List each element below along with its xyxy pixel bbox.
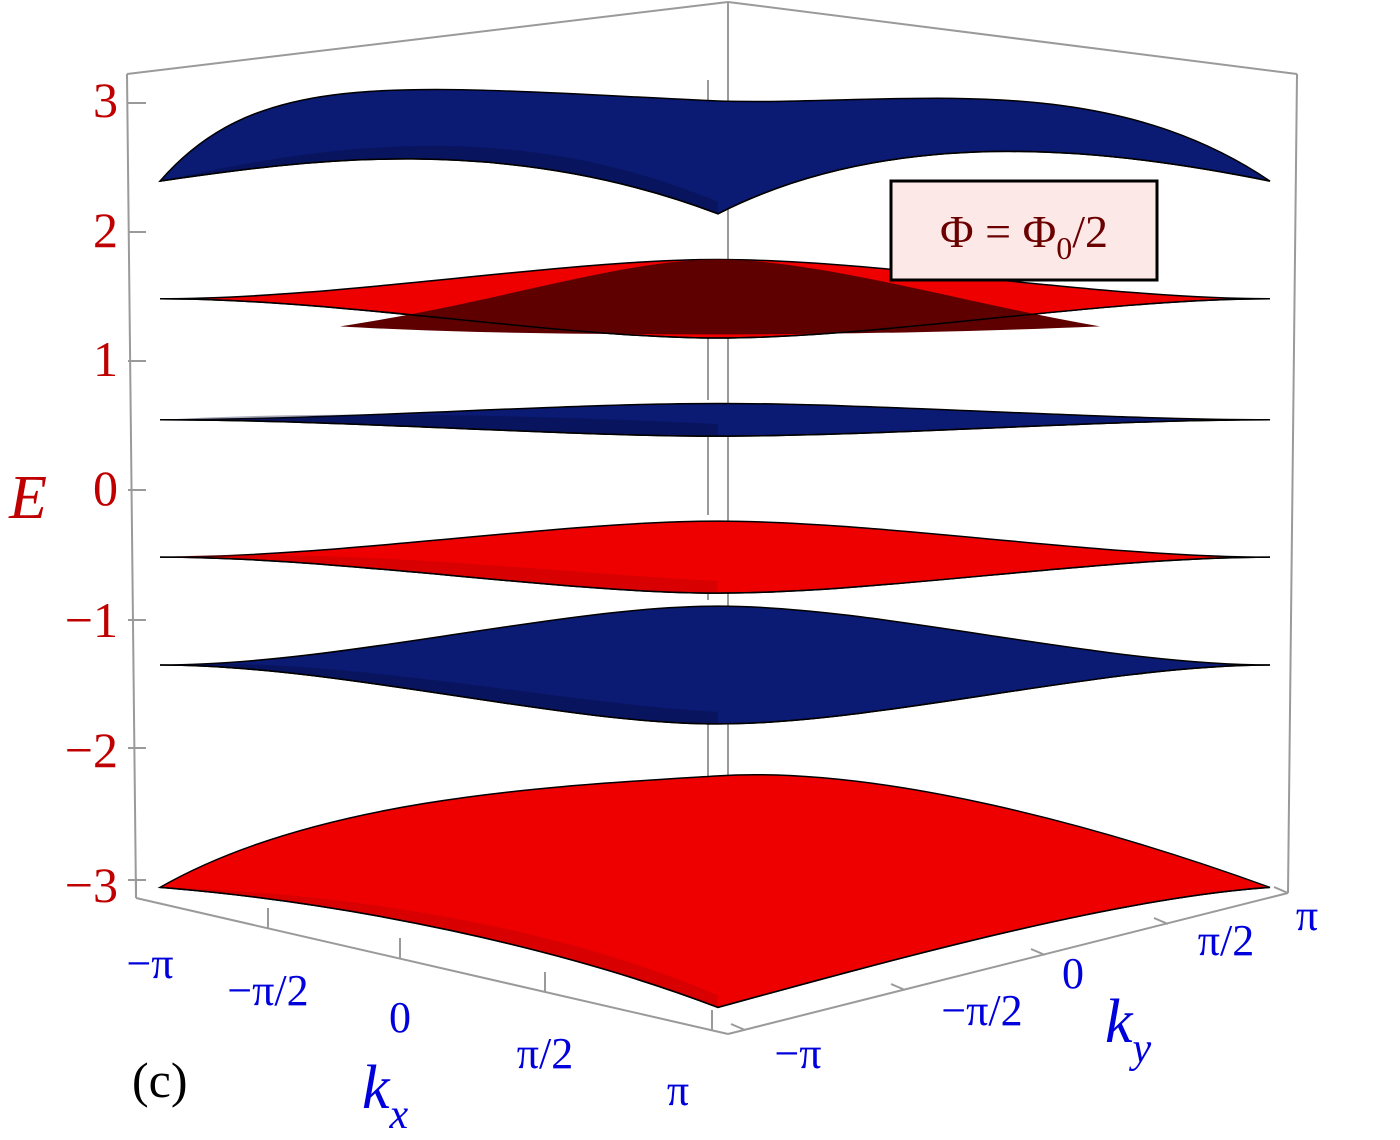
ky-tick-mark bbox=[890, 983, 906, 991]
band-1-surface bbox=[157, 774, 1271, 1009]
box-edge bbox=[727, 1, 1298, 75]
energy-axis-label: E bbox=[8, 464, 47, 532]
band-surface-5 bbox=[159, 258, 1271, 339]
band-5-edge bbox=[159, 298, 1271, 339]
band-6-edge bbox=[159, 150, 1271, 215]
e-tick-label: −1 bbox=[65, 592, 118, 648]
kx-tick-label: π bbox=[667, 1066, 689, 1115]
band-surface-3 bbox=[159, 520, 1271, 594]
band-4-edge bbox=[159, 419, 1271, 437]
kx-tick-labels: −π −π/2 0 π/2 π bbox=[126, 939, 689, 1115]
ky-tick-label: π bbox=[1296, 891, 1318, 940]
ky-axis-label-main: k bbox=[1105, 988, 1134, 1056]
ky-tick-mark bbox=[730, 1023, 746, 1031]
band-surface-6 bbox=[158, 88, 1271, 215]
band-3-edge bbox=[159, 556, 1271, 594]
ky-tick-label: 0 bbox=[1062, 949, 1084, 998]
panel-label: (c) bbox=[132, 1052, 188, 1108]
band-1-edge bbox=[159, 886, 1271, 1009]
band-4-shade bbox=[160, 414, 718, 437]
ky-axis-line bbox=[727, 892, 1289, 1035]
e-tick-label: −3 bbox=[65, 857, 118, 913]
band-surface-4 bbox=[159, 402, 1271, 437]
band-2-surface bbox=[159, 605, 1271, 725]
ky-axis-label-sub: y bbox=[1129, 1026, 1152, 1072]
band-surfaces bbox=[157, 88, 1271, 1009]
energy-tick-labels: 3 2 1 0 −1 −2 −3 bbox=[65, 72, 118, 913]
box-edge bbox=[1287, 73, 1298, 894]
ky-tick-labels: −π −π/2 0 π/2 π bbox=[774, 891, 1318, 1078]
kx-tick-marks bbox=[135, 878, 713, 1030]
kx-tick-label: 0 bbox=[389, 993, 411, 1042]
box-edge bbox=[126, 1, 729, 75]
annotation-main: Φ = Φ bbox=[940, 206, 1056, 257]
kx-tick-label: π/2 bbox=[517, 1029, 573, 1078]
band-surface-2 bbox=[159, 605, 1271, 725]
annotation-box bbox=[889, 179, 1159, 282]
band-6-shade bbox=[160, 145, 718, 214]
ky-axis-label: ky bbox=[1105, 988, 1152, 1072]
annotation-subscript: 0 bbox=[1056, 230, 1072, 266]
band-2-edge bbox=[159, 664, 1271, 725]
e-tick-label: 0 bbox=[93, 460, 118, 516]
kx-tick-label: −π bbox=[126, 939, 173, 988]
e-tick-label: 3 bbox=[93, 72, 118, 128]
flux-annotation: Φ = Φ0/2 bbox=[889, 179, 1159, 282]
kx-axis-label-sub: x bbox=[389, 1092, 409, 1138]
ky-tick-label: −π bbox=[774, 1029, 821, 1078]
kx-axis-line bbox=[135, 897, 729, 1035]
ky-tick-marks bbox=[730, 886, 1289, 1031]
ky-tick-mark bbox=[1153, 917, 1169, 925]
ky-tick-mark bbox=[1273, 886, 1289, 894]
ky-tick-mark bbox=[1030, 948, 1046, 956]
band-surface-1 bbox=[157, 774, 1271, 1009]
e-tick-label: −2 bbox=[65, 722, 118, 778]
ky-tick-label: −π/2 bbox=[941, 986, 1022, 1035]
annotation-text: Φ = Φ0/2 bbox=[940, 206, 1108, 266]
e-tick-label: 1 bbox=[93, 331, 118, 387]
kx-axis-label-main: k bbox=[362, 1054, 391, 1122]
kx-tick-label: −π/2 bbox=[227, 966, 308, 1015]
ky-tick-label: π/2 bbox=[1198, 916, 1254, 965]
band-5-shade bbox=[340, 259, 1100, 335]
box-edge bbox=[126, 73, 137, 899]
kx-axis-label: kx bbox=[362, 1054, 409, 1138]
band-2-shade bbox=[160, 663, 718, 724]
e-tick-label: 2 bbox=[93, 202, 118, 258]
annotation-suffix: /2 bbox=[1072, 206, 1108, 257]
floor-axes bbox=[135, 892, 1289, 1035]
